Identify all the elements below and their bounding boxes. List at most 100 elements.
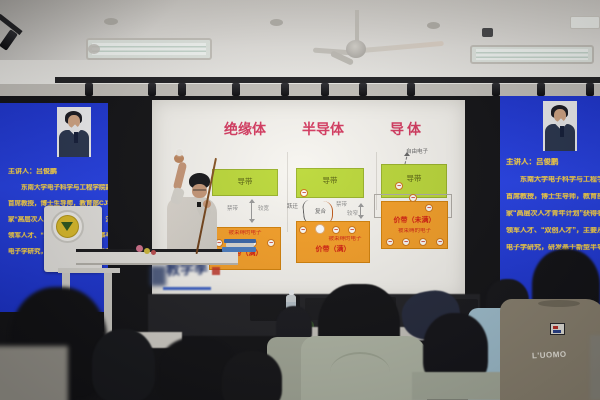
watermark-seal xyxy=(212,267,220,275)
audience-member xyxy=(500,299,600,400)
table-edge xyxy=(76,249,238,252)
emblem-shield xyxy=(61,222,73,231)
collar-shadow xyxy=(538,300,580,307)
electron: − xyxy=(402,238,410,246)
downlight xyxy=(427,22,440,29)
valence-label: 价带（未满） xyxy=(393,217,436,224)
fan-blade xyxy=(361,40,444,53)
gap-arrow xyxy=(248,199,255,223)
track-spotlight xyxy=(321,83,329,96)
photo-face xyxy=(554,109,566,122)
presenter-face xyxy=(192,184,207,198)
bio-line: 领军人才、“双创人才”，主要从事半导体光 xyxy=(506,227,600,234)
track-spotlight xyxy=(537,83,545,96)
recombination-arrow xyxy=(320,201,333,225)
track-spotlight xyxy=(85,83,93,96)
track-spotlight xyxy=(359,83,367,96)
bound-electrons-label: 被束缚的电子 xyxy=(328,236,362,242)
book xyxy=(226,243,254,247)
bottle-label xyxy=(286,302,296,308)
bottle-cap xyxy=(289,290,294,295)
band-label: 导带 xyxy=(322,176,338,185)
downlight xyxy=(104,18,118,25)
band-label: 导带 xyxy=(406,174,422,183)
shirt-logo-patch xyxy=(550,323,565,335)
band-label: 导带 xyxy=(237,177,253,186)
gap-arrow xyxy=(357,203,364,219)
gap-width-label: 较宽 xyxy=(258,206,270,212)
semiconductor-valence-band xyxy=(296,221,370,263)
slide-heading-insulator: 绝缘体 xyxy=(224,121,266,137)
free-electron-arrowhead xyxy=(404,152,410,156)
fan-motor xyxy=(346,40,366,58)
chalk-object xyxy=(176,149,183,156)
lectern-leg xyxy=(104,273,112,333)
gap-label: 禁带 xyxy=(227,206,239,212)
track-spotlight xyxy=(407,83,415,96)
valence-label: 价带（满） xyxy=(315,246,351,253)
watermark-subline xyxy=(163,287,211,290)
bound-electrons-label: 被束缚的电子 xyxy=(397,228,431,234)
lectern-bar xyxy=(58,268,120,273)
audience-shoulder xyxy=(590,335,600,400)
lavalier-mic xyxy=(197,202,201,207)
bio-line: 电子学研究，研发基于新型半导体材料的 xyxy=(506,244,600,251)
track-spotlight xyxy=(281,83,289,96)
bio-line: 东南大学电子科学与工程学院副院长， xyxy=(21,184,108,191)
bio-line: 首席教授，博士生导师，教育部CJ学者，国 xyxy=(506,193,600,200)
flower xyxy=(144,248,150,254)
hole xyxy=(315,224,325,234)
column-divider xyxy=(287,152,288,232)
photo-tie xyxy=(560,126,564,137)
light-panel xyxy=(570,16,600,29)
patch-blue xyxy=(553,330,561,333)
track-spotlight xyxy=(492,83,500,96)
electron: − xyxy=(267,239,275,247)
track-spotlight xyxy=(148,83,156,96)
insulator-conduction-band xyxy=(212,169,278,196)
flower xyxy=(136,245,143,252)
book xyxy=(222,247,256,252)
photo-tie xyxy=(74,132,78,143)
photo-face xyxy=(68,115,80,128)
presenter-fist xyxy=(174,154,184,163)
book xyxy=(224,239,256,243)
electron: − xyxy=(386,238,394,246)
free-electron-label: 自由电子 xyxy=(406,149,429,155)
electron: − xyxy=(419,238,427,246)
round-fixture xyxy=(88,44,100,54)
slide-heading-conductor: 导体 xyxy=(390,121,424,137)
watermark-blob xyxy=(150,266,166,286)
speaker-title: 主讲人：吕俊鹏 xyxy=(506,158,559,166)
audience-shoulder xyxy=(412,372,506,400)
electron: − xyxy=(332,226,340,234)
electron: − xyxy=(436,238,444,246)
bio-line: 东南大学电子科学与工程学院副院长， xyxy=(520,176,600,183)
electron: − xyxy=(348,226,356,234)
light-panel-slats xyxy=(92,43,206,55)
hood-seam xyxy=(330,352,390,392)
presenter-glasses xyxy=(193,189,206,191)
downlight xyxy=(270,19,283,26)
track-spotlight xyxy=(232,83,240,96)
semiconductor-conduction-band xyxy=(296,168,364,198)
electron: − xyxy=(425,204,433,212)
fan-pole xyxy=(355,10,359,44)
recombination-label: 复合 xyxy=(315,209,327,215)
gap-width-label: 较窄 xyxy=(347,211,359,217)
table-top xyxy=(76,252,238,263)
electron: − xyxy=(299,226,307,234)
audience-head xyxy=(92,329,155,400)
track-spotlight xyxy=(586,83,594,96)
bio-line: 首席教授，博士生导师，教育部CJ学者，国 xyxy=(8,200,108,207)
table-underline xyxy=(76,263,238,265)
audience-shoulder xyxy=(0,346,68,400)
bound-electrons-label: 被束缚的电子 xyxy=(228,230,262,236)
slide-heading-semiconductor: 半导体 xyxy=(302,121,344,137)
gap-label: 禁带 xyxy=(336,202,348,208)
projector xyxy=(482,28,493,37)
audience-head xyxy=(222,351,282,400)
valence-label: 价带（满） xyxy=(227,250,263,257)
track-spotlight xyxy=(178,83,186,96)
